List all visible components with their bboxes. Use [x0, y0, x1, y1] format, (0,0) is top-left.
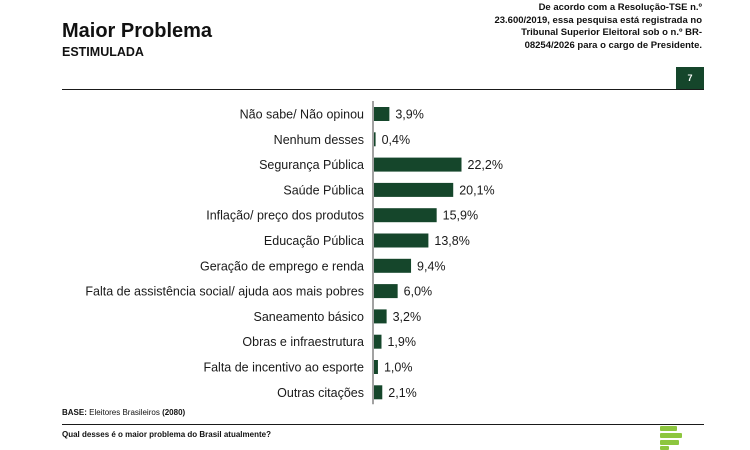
bar	[374, 208, 437, 223]
data-label: 1,9%	[387, 335, 416, 349]
category-label: Obras e infraestrutura	[242, 335, 364, 349]
category-label: Geração de emprego e renda	[200, 259, 364, 273]
data-label: 15,9%	[443, 209, 478, 223]
tse-registration-notice: De acordo com a Resolução-TSE n.º 23.600…	[494, 2, 702, 51]
category-label: Educação Pública	[264, 234, 364, 248]
data-label: 2,1%	[388, 386, 417, 400]
data-label: 1,0%	[384, 361, 413, 375]
category-label: Saneamento básico	[254, 310, 365, 324]
footer-divider	[62, 424, 704, 425]
page-number-badge: 7	[676, 67, 704, 89]
page-number: 7	[687, 73, 693, 83]
bar	[374, 107, 390, 121]
category-label: Segurança Pública	[259, 158, 364, 172]
category-label: Saúde Pública	[283, 183, 364, 197]
category-label: Inflação/ preço dos produtos	[206, 209, 364, 223]
category-label: Nenhum desses	[274, 133, 364, 147]
base-text: Eleitores Brasileiros	[89, 408, 160, 417]
data-label: 3,9%	[395, 108, 424, 122]
page-subtitle: ESTIMULADA	[62, 45, 144, 59]
base-note: BASE: Eleitores Brasileiros (2080)	[62, 408, 185, 417]
bar	[374, 182, 454, 197]
data-label: 6,0%	[404, 285, 433, 299]
bar	[374, 309, 387, 324]
data-label: 13,8%	[434, 234, 469, 248]
page-title: Maior Problema	[62, 20, 213, 42]
bar	[374, 360, 378, 374]
bar	[374, 157, 462, 172]
bar	[374, 258, 412, 273]
base-count: (2080)	[162, 408, 186, 417]
bar	[374, 233, 429, 248]
data-label: 22,2%	[468, 158, 503, 172]
bar	[374, 385, 383, 400]
data-label: 9,4%	[417, 259, 446, 273]
category-label: Não sabe/ Não opinou	[240, 108, 364, 122]
bar	[374, 284, 398, 299]
data-label: 3,2%	[393, 310, 422, 324]
category-label: Falta de assistência social/ ajuda aos m…	[85, 285, 364, 299]
header-divider	[62, 89, 704, 90]
brand-logo-icon	[660, 426, 682, 450]
base-label: BASE:	[62, 408, 87, 417]
category-label: Falta de incentivo ao esporte	[203, 361, 364, 375]
bar	[374, 132, 376, 147]
data-label: 0,4%	[382, 133, 411, 147]
survey-question: Qual desses é o maior problema do Brasil…	[62, 430, 271, 439]
bar	[374, 334, 382, 349]
data-label: 20,1%	[459, 183, 494, 197]
category-label: Outras citações	[277, 386, 364, 400]
